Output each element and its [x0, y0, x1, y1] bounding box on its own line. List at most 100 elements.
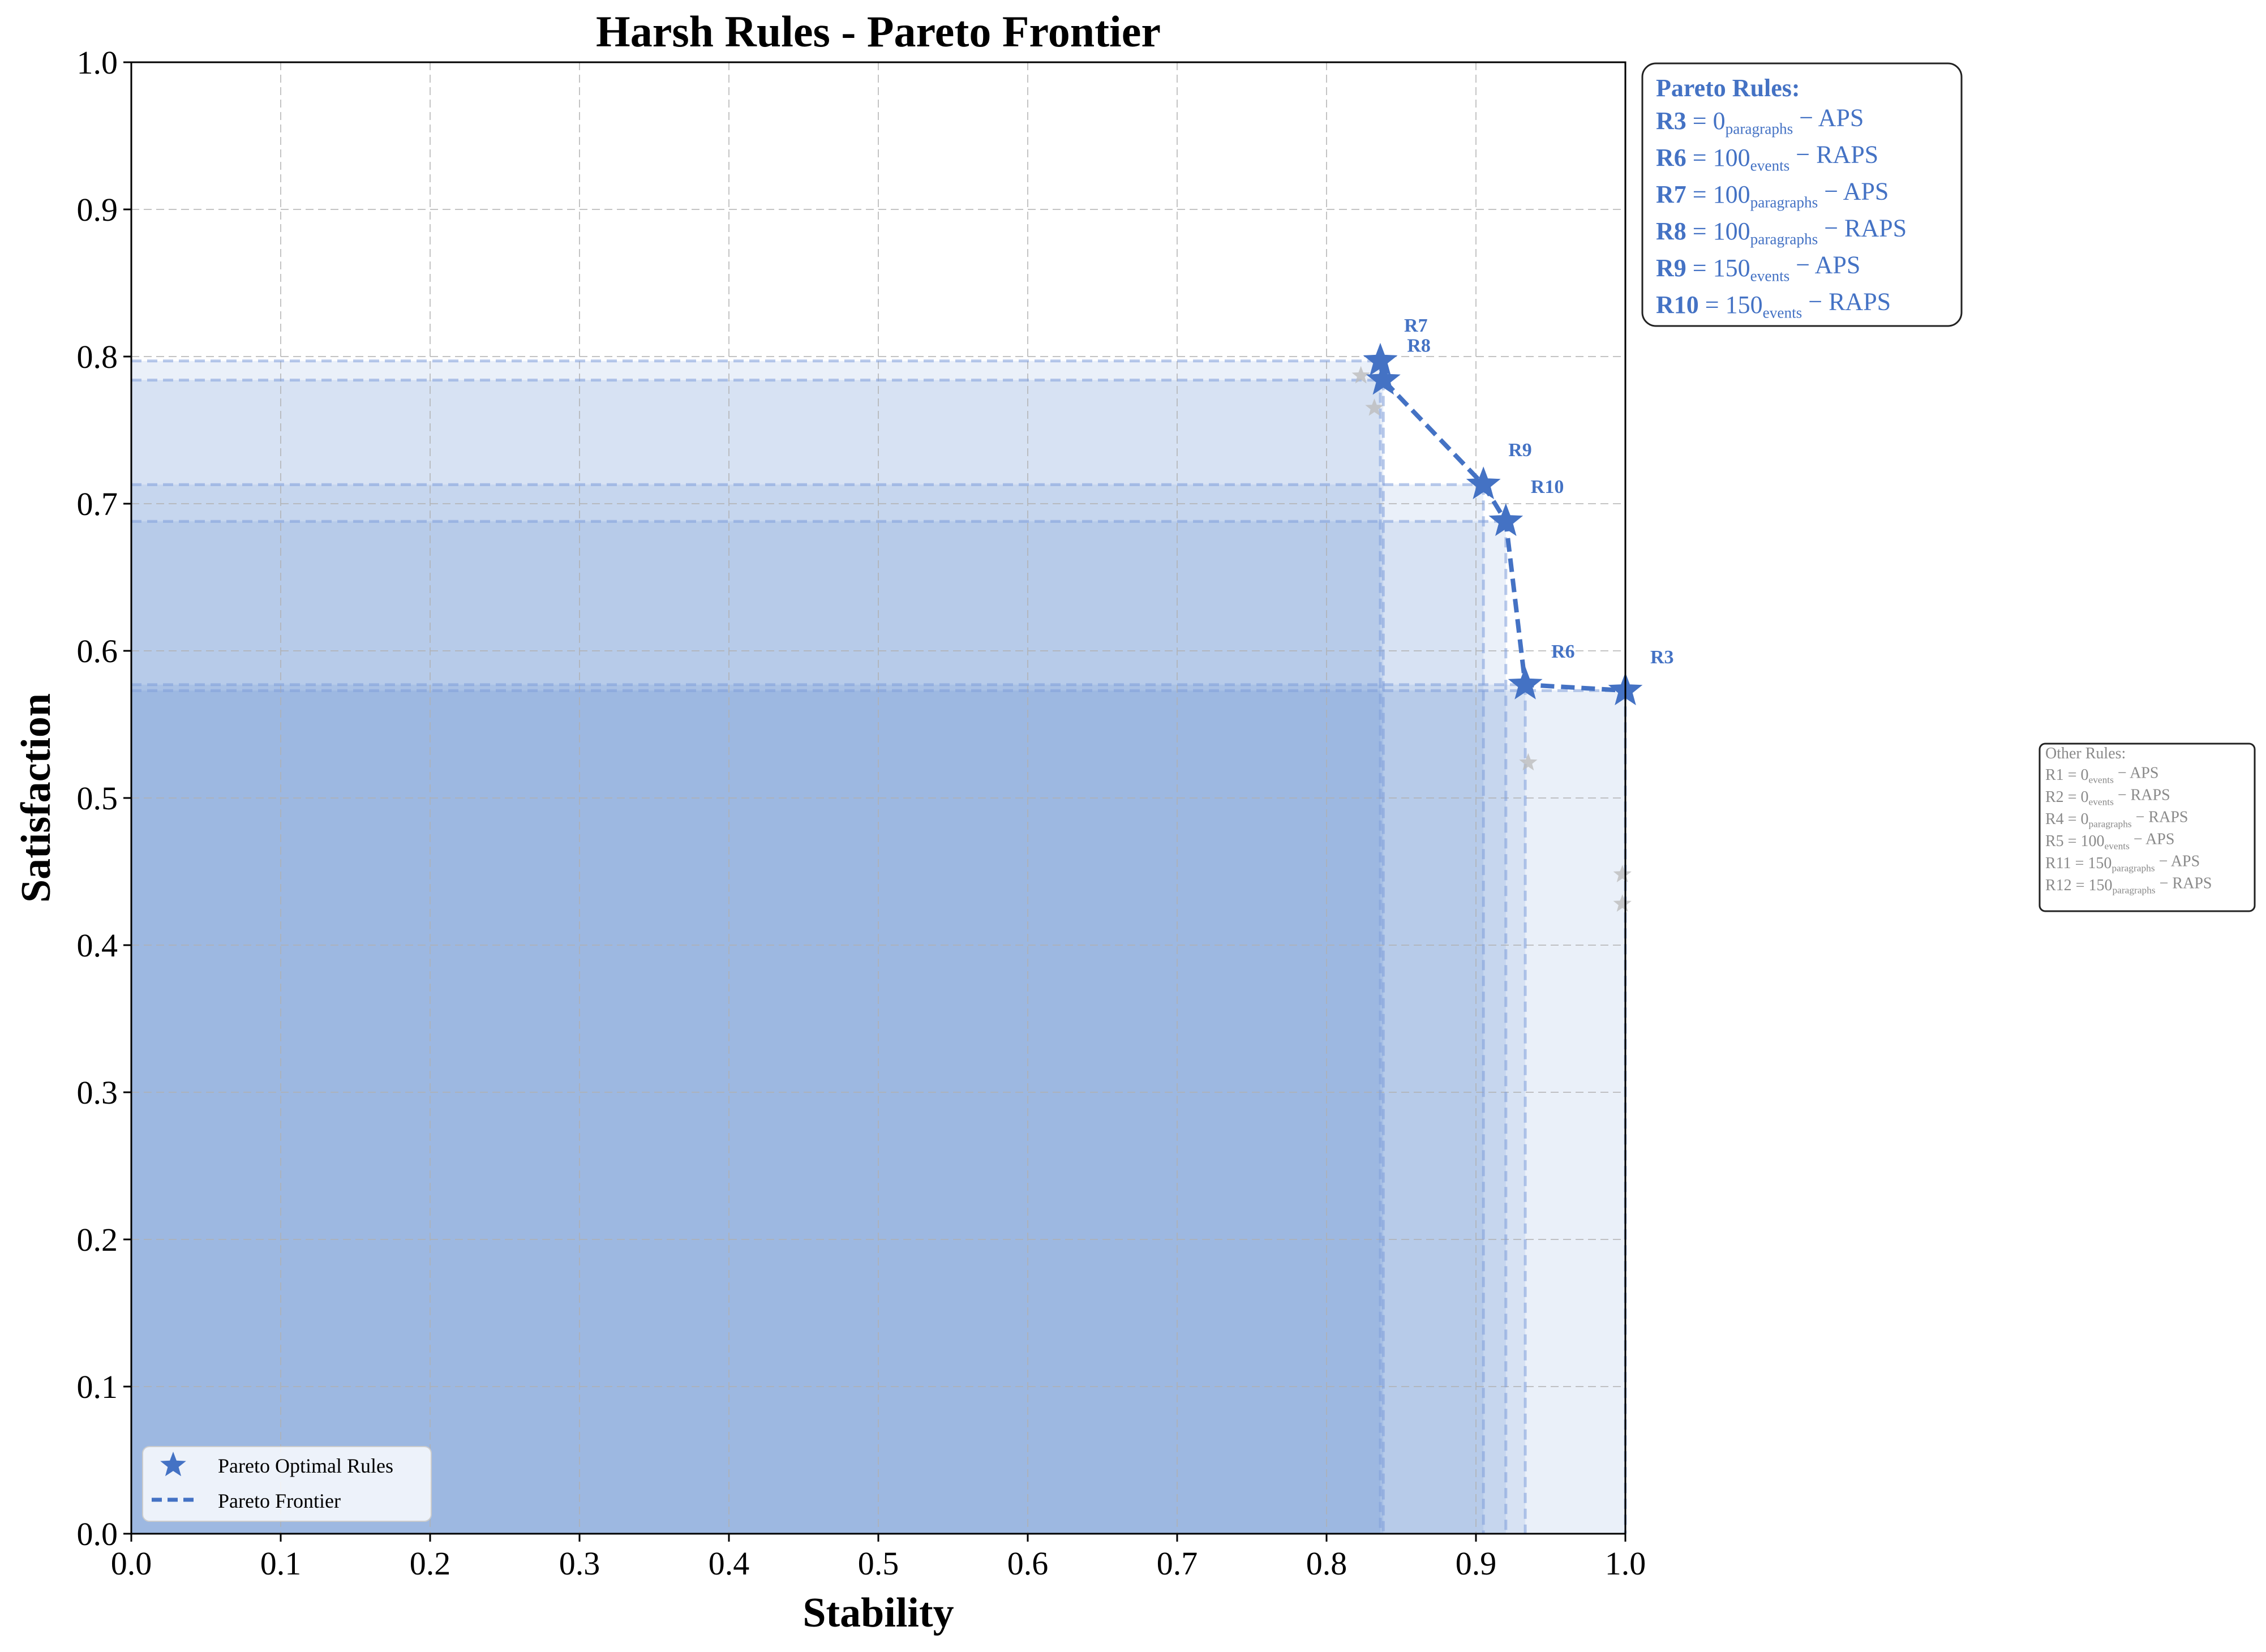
rule-subscript: paragraphs [1750, 231, 1818, 248]
x-axis-ticks: 0.0 0.1 0.2 0.3 0.4 0.5 0.6 0.7 0.8 0.9 1.0 [111, 1534, 1646, 1582]
pareto-point-r8 [1366, 362, 1401, 395]
y-tick-label: 0.0 [77, 1516, 118, 1552]
x-tick-label: 0.3 [559, 1545, 600, 1582]
other-point-star [1613, 894, 1632, 912]
rule-equals: = 0 [1686, 107, 1726, 135]
rule-method: − RAPS [1789, 141, 1878, 169]
rule-method: − APS [1818, 178, 1889, 205]
rule-equals: = 150 [1699, 291, 1763, 319]
y-tick-label: 0.7 [77, 486, 118, 522]
rule-subscript: paragraphs [2112, 885, 2155, 896]
y-tick-label: 0.1 [77, 1368, 118, 1405]
other-point-star [1519, 753, 1538, 771]
y-tick-label: 0.2 [77, 1221, 118, 1258]
other-rules-title: Other Rules: [2045, 745, 2126, 762]
rule-subscript: events [1750, 268, 1790, 285]
rule-key: R6 [1656, 144, 1686, 171]
rule-subscript: events [2104, 841, 2130, 852]
rule-key: R5 [2045, 833, 2064, 850]
legend-label-pareto-optimal: Pareto Optimal Rules [218, 1454, 393, 1477]
rule-key: R8 [1656, 217, 1686, 245]
x-tick-label: 0.7 [1157, 1545, 1198, 1582]
dominated-region-r8 [131, 380, 1384, 1534]
rule-method: − RAPS [2156, 875, 2212, 892]
other-rule-r5: R5 = 100events − APS [2045, 831, 2174, 852]
dominated-region-r9 [131, 484, 1484, 1534]
rule-equals: = 100 [1686, 144, 1750, 171]
legend-star-icon [160, 1452, 186, 1477]
y-tick-label: 1.0 [77, 44, 118, 81]
pareto-rule-r6: R6 = 100events − RAPS [1656, 141, 1878, 174]
projection-lines [131, 359, 1627, 1534]
rule-equals: = 0 [2064, 788, 2089, 806]
point-label-r9: R9 [1508, 440, 1532, 461]
rule-subscript: events [2088, 797, 2114, 808]
x-tick-label: 0.2 [410, 1545, 451, 1582]
x-axis-label: Stability [802, 1590, 954, 1636]
rule-key: R2 [2045, 788, 2064, 806]
dominated-region-r6 [131, 684, 1526, 1534]
rule-subscript: events [1763, 304, 1802, 321]
other-rule-r11: R11 = 150paragraphs − APS [2045, 853, 2200, 874]
rule-method: − RAPS [1818, 214, 1907, 242]
y-tick-label: 0.5 [77, 780, 118, 817]
rule-key: R12 [2045, 877, 2072, 894]
pareto-rule-r7: R7 = 100paragraphs − APS [1656, 178, 1889, 211]
rule-subscript: events [2088, 775, 2114, 786]
rule-subscript: paragraphs [1750, 194, 1818, 211]
y-tick-label: 0.6 [77, 633, 118, 670]
rule-key: R11 [2045, 855, 2071, 872]
other-rule-r12: R12 = 150paragraphs − RAPS [2045, 875, 2212, 896]
rule-equals: = 100 [2064, 833, 2105, 850]
pareto-rules-title: Pareto Rules: [1656, 74, 1800, 102]
other-rules-frame [2038, 743, 2256, 912]
y-axis-label: Satisfaction [13, 693, 59, 903]
x-tick-label: 0.9 [1456, 1545, 1497, 1582]
other-point-star [1365, 398, 1384, 416]
rule-equals: = 0 [2064, 766, 2089, 784]
pareto-rule-r3: R3 = 0paragraphs − APS [1656, 104, 1864, 138]
pareto-point-r7 [1363, 342, 1398, 376]
other-rule-r2: R2 = 0events − RAPS [2045, 787, 2170, 808]
y-tick-label: 0.4 [77, 927, 118, 964]
x-tick-label: 1.0 [1605, 1545, 1646, 1582]
rule-key: R4 [2045, 810, 2064, 828]
rule-method: − APS [2130, 831, 2175, 848]
pareto-point-r9 [1466, 466, 1501, 500]
rule-subscript: events [1750, 157, 1790, 174]
rule-key: R7 [1656, 181, 1686, 208]
rule-method: − RAPS [1802, 288, 1891, 316]
rule-method: − APS [1793, 104, 1864, 132]
x-tick-label: 0.5 [858, 1545, 899, 1582]
rule-equals: = 100 [1686, 217, 1750, 245]
rule-equals: = 150 [2072, 877, 2113, 894]
rule-method: − RAPS [2132, 809, 2188, 826]
point-label-r6: R6 [1551, 641, 1575, 662]
rule-method: − APS [2155, 853, 2200, 870]
other-rule-r1: R1 = 0events − APS [2045, 765, 2158, 786]
point-label-r8: R8 [1407, 336, 1431, 357]
pareto-rule-r8: R8 = 100paragraphs − RAPS [1656, 214, 1907, 248]
rule-subscript: paragraphs [2088, 819, 2131, 830]
x-tick-label: 0.1 [260, 1545, 302, 1582]
rule-method: − APS [2114, 765, 2159, 782]
legend-star-shape [160, 1452, 186, 1477]
y-tick-label: 0.8 [77, 338, 118, 375]
pareto-point-r6 [1508, 666, 1543, 700]
rule-subscript: paragraphs [1726, 121, 1793, 138]
rule-method: − APS [1789, 251, 1860, 279]
x-tick-label: 0.6 [1007, 1545, 1049, 1582]
pareto-rules-frame [1641, 62, 1963, 327]
rule-equals: = 100 [1686, 181, 1750, 208]
pareto-frontier-line [1378, 361, 1626, 693]
point-label-r10: R10 [1531, 477, 1564, 497]
legend-label-pareto-frontier: Pareto Frontier [218, 1490, 341, 1512]
rule-key: R9 [1656, 254, 1686, 282]
rule-equals: = 150 [2071, 855, 2112, 872]
